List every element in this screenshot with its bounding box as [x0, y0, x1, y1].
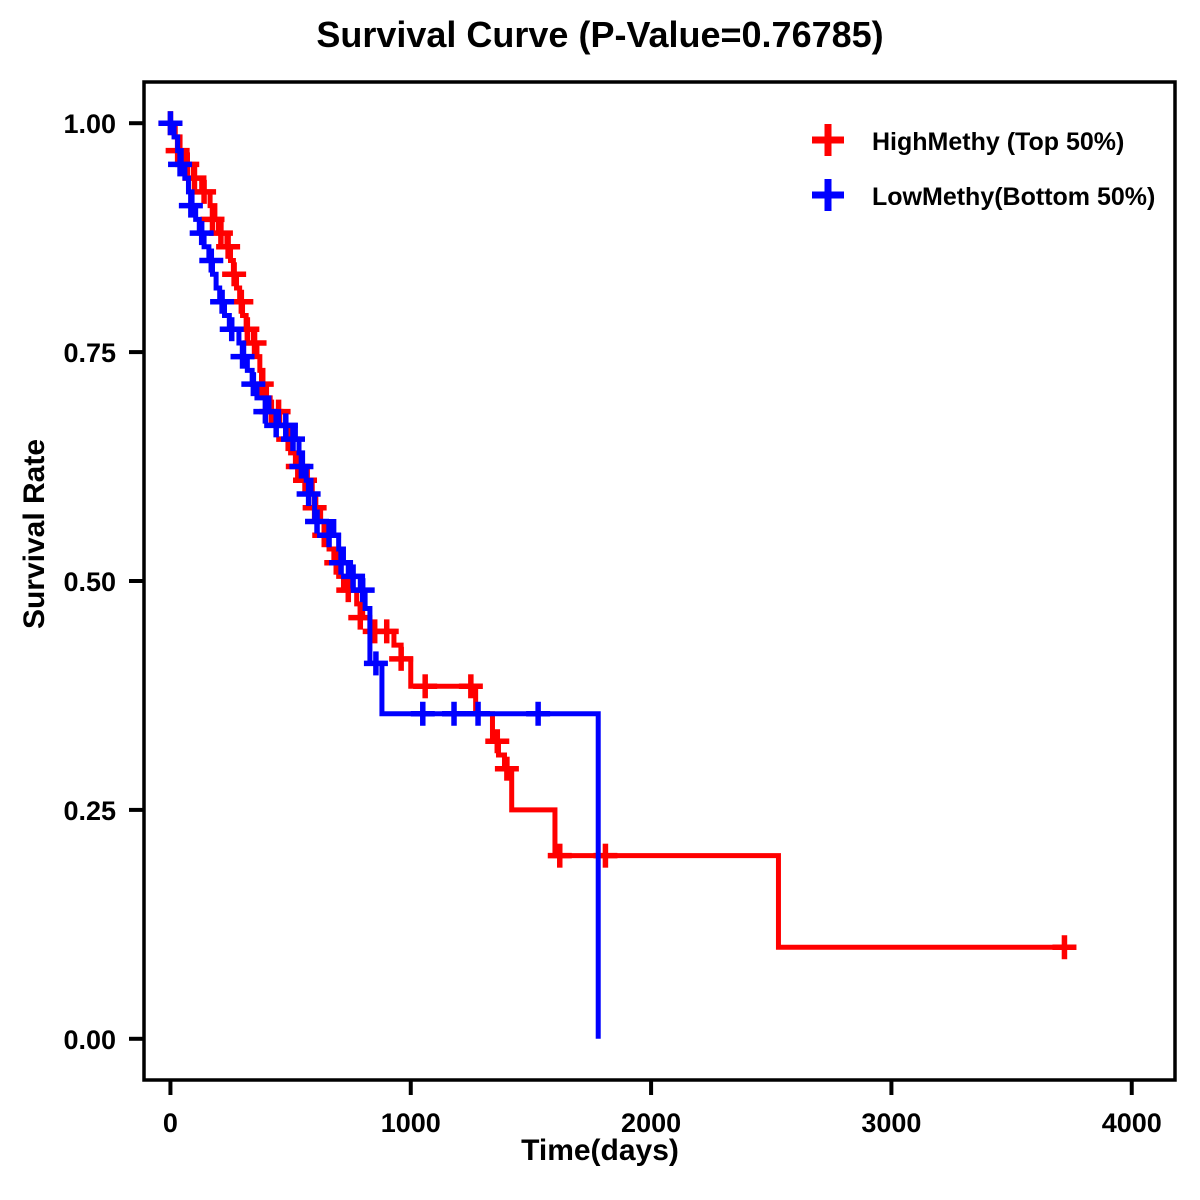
legend-entry-label: LowMethy(Bottom 50%) — [872, 183, 1155, 211]
axis-ticks — [129, 121, 1134, 1095]
plot-border — [142, 80, 1177, 1082]
series-high-methy — [158, 111, 1077, 960]
x-tick-label: 3000 — [861, 1108, 921, 1138]
y-tick-label: 0.75 — [63, 338, 116, 368]
series-low-methy — [158, 111, 601, 1039]
survival-step-line — [170, 120, 1065, 950]
y-tick-label: 0.00 — [63, 1025, 116, 1055]
data-series — [158, 111, 1077, 1039]
plot-frame — [142, 80, 1177, 1082]
legend-entry-label: HighMethy (Top 50%) — [872, 128, 1124, 156]
axis-tick-labels: 0 1000 2000 3000 4000 0.00 0.25 0.50 0.75 1.00 — [63, 109, 1161, 1138]
y-tick-label: 0.50 — [63, 567, 116, 597]
x-tick-label: 4000 — [1102, 1108, 1162, 1138]
x-tick-label: 0 — [163, 1108, 178, 1138]
x-tick-label: 1000 — [381, 1108, 441, 1138]
x-axis-label: Time(days) — [521, 1134, 679, 1167]
y-tick-label: 1.00 — [63, 109, 116, 139]
x-tick-label: 2000 — [621, 1108, 681, 1138]
chart-title: Survival Curve (P-Value=0.76785) — [316, 14, 884, 55]
chart-legend: HighMethy (Top 50%) LowMethy(Bottom 50%) — [812, 124, 1155, 211]
y-tick-label: 0.25 — [63, 796, 116, 826]
